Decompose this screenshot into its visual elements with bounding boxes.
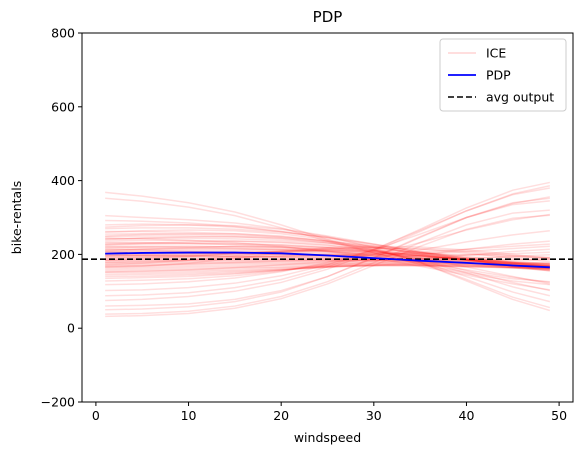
- pdp-series: [105, 251, 550, 269]
- legend-label-2: avg output: [486, 90, 554, 105]
- ice-line-42: [105, 187, 550, 302]
- ice-line-30: [105, 264, 550, 269]
- x-tick-label: 30: [366, 408, 382, 423]
- x-tick-label: 10: [181, 408, 197, 423]
- ice-line-41: [105, 181, 550, 297]
- ice-line-45: [105, 209, 550, 315]
- ice-lines: [105, 181, 551, 318]
- ice-line-13: [105, 245, 550, 266]
- ice-line-36: [105, 240, 550, 278]
- ice-line-34: [105, 254, 550, 274]
- x-axis-label: windspeed: [294, 430, 361, 445]
- ice-line-4: [105, 223, 550, 270]
- ice-line-26: [105, 260, 550, 269]
- pdp-line: [105, 251, 550, 269]
- ice-line-29: [105, 263, 550, 270]
- y-axis-label: bike-rentals: [9, 181, 24, 254]
- ice-line-56: [105, 245, 550, 266]
- ice-line-57: [105, 247, 550, 269]
- ice-line-52: [105, 224, 551, 312]
- ice-line-53: [105, 249, 550, 272]
- ice-line-43: [105, 197, 550, 307]
- ice-line-0: [105, 191, 550, 286]
- y-tick-label: 600: [51, 99, 75, 114]
- ice-line-8: [105, 235, 550, 269]
- plot-frame: [81, 32, 574, 403]
- x-tick-label: 20: [273, 408, 289, 423]
- ice-line-55: [105, 247, 550, 263]
- legend-box: [439, 38, 567, 112]
- ice-line-64: [105, 255, 550, 272]
- ice-line-33: [105, 258, 550, 273]
- ice-line-25: [105, 259, 550, 269]
- ice-line-12: [105, 242, 550, 268]
- ice-line-38: [105, 213, 550, 282]
- ice-line-68: [105, 256, 550, 273]
- ice-line-46: [105, 214, 550, 318]
- ice-line-1: [105, 197, 550, 283]
- ice-line-17: [105, 250, 550, 265]
- ice-line-50: [105, 232, 551, 303]
- ice-line-2: [105, 214, 550, 270]
- ice-line-6: [105, 230, 550, 270]
- ice-line-67: [105, 237, 550, 291]
- ice-line-28: [105, 262, 550, 270]
- x-axis: 0 10 20 30 40 50: [92, 402, 567, 423]
- y-axis: −200 0 200 400 600 800: [41, 26, 82, 410]
- ice-line-66: [105, 241, 550, 284]
- legend: ICE PDP avg output: [439, 38, 567, 112]
- legend-label-0: ICE: [486, 46, 506, 61]
- ice-line-61: [105, 252, 550, 264]
- y-tick-label: 400: [51, 173, 75, 188]
- y-tick-label: −200: [41, 395, 75, 410]
- ice-line-11: [105, 242, 550, 267]
- ice-line-14: [105, 245, 550, 267]
- ice-line-10: [105, 239, 550, 269]
- ice-line-40: [105, 185, 551, 292]
- y-tick-label: 0: [67, 321, 75, 336]
- ice-line-37: [105, 230, 550, 280]
- x-tick-label: 0: [92, 408, 100, 423]
- y-tick-label: 200: [51, 247, 75, 262]
- ice-line-35: [105, 248, 550, 276]
- ice-line-5: [105, 227, 550, 268]
- ice-line-47: [105, 245, 550, 285]
- ice-line-27: [105, 261, 550, 270]
- ice-line-48: [105, 240, 551, 292]
- chart-title: PDP: [313, 8, 343, 26]
- legend-label-1: PDP: [486, 68, 511, 83]
- ice-line-16: [105, 248, 550, 266]
- ice-line-44: [105, 200, 550, 311]
- ice-line-31: [105, 264, 550, 270]
- ice-line-51: [105, 229, 551, 309]
- x-tick-label: 50: [551, 408, 567, 423]
- ice-line-49: [105, 235, 551, 297]
- y-tick-label: 800: [51, 26, 75, 41]
- x-tick-label: 40: [459, 408, 475, 423]
- ice-line-39: [105, 196, 550, 286]
